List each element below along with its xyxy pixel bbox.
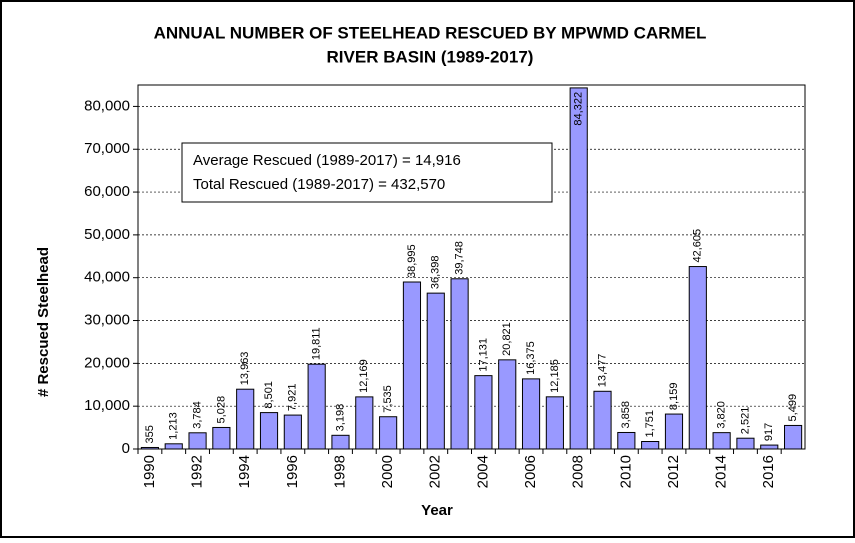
bar [236, 388, 255, 450]
bar [164, 443, 183, 450]
chart-title: RIVER BASIN (1989-2017) [327, 47, 534, 66]
annotation-box [181, 142, 553, 203]
bar [402, 281, 422, 450]
data-label: 36,398 [430, 255, 442, 289]
data-label: 3,198 [334, 404, 346, 432]
x-tick-label: 2010 [617, 455, 634, 488]
data-label: 3,784 [191, 401, 203, 429]
data-label: 13,963 [239, 352, 251, 386]
bar [379, 416, 398, 450]
x-tick-label: 2004 [474, 455, 491, 488]
data-label: 8,159 [668, 383, 680, 411]
data-label: 84,322 [573, 92, 585, 126]
data-label: 16,375 [525, 341, 537, 375]
y-tick-label: 0 [122, 440, 130, 457]
bar [283, 414, 302, 450]
x-tick-label: 2008 [570, 455, 587, 488]
y-tick-label: 50,000 [84, 226, 130, 243]
bar [593, 390, 612, 450]
bar [355, 396, 374, 450]
data-label: 12,169 [358, 359, 370, 393]
data-label: 13,477 [596, 354, 608, 388]
data-label: 1,751 [644, 410, 656, 438]
y-axis-label: # Rescued Steelhead [35, 247, 52, 397]
bar [664, 413, 684, 450]
x-tick-label: 1992 [189, 455, 206, 488]
bar [259, 412, 279, 450]
data-label: 3,858 [620, 401, 632, 429]
data-label: 8,501 [263, 381, 275, 409]
x-tick-label: 1998 [331, 455, 348, 488]
data-label: 39,748 [453, 241, 465, 275]
bar [569, 87, 588, 450]
bar [307, 363, 326, 450]
bar [760, 444, 779, 450]
annotation: Average Rescued (1989-2017) = 14,916 [193, 152, 461, 169]
data-label: 19,811 [311, 327, 323, 360]
x-tick-label: 1994 [236, 455, 253, 488]
chart-title: ANNUAL NUMBER OF STEELHEAD RESCUED BY MP… [154, 23, 707, 42]
bar [712, 432, 731, 450]
bar [450, 278, 469, 450]
data-label: 7,535 [382, 385, 394, 413]
y-tick-label: 30,000 [84, 311, 130, 328]
bar [736, 437, 755, 450]
data-label: 7,921 [287, 384, 299, 412]
data-label: 1,213 [168, 412, 180, 440]
bar [521, 378, 541, 450]
bar [641, 441, 660, 450]
x-tick-label: 2016 [760, 455, 777, 488]
bar [688, 266, 707, 450]
bar [140, 446, 159, 450]
y-tick-label: 80,000 [84, 97, 130, 114]
data-label: 917 [763, 423, 775, 441]
x-tick-label: 2006 [522, 455, 539, 488]
x-tick-label: 2014 [713, 455, 730, 488]
y-tick-label: 60,000 [84, 183, 130, 200]
data-label: 42,605 [692, 229, 704, 263]
bar [474, 375, 493, 450]
bar [188, 432, 207, 450]
x-tick-label: 2002 [427, 455, 444, 488]
bar [784, 424, 803, 450]
data-label: 355 [144, 425, 156, 443]
y-tick-label: 20,000 [84, 354, 130, 371]
data-label: 38,995 [406, 244, 418, 278]
x-tick-label: 1990 [141, 455, 158, 488]
bar [617, 431, 636, 450]
bar [545, 396, 564, 450]
y-tick-label: 10,000 [84, 397, 130, 414]
bar [498, 359, 517, 450]
bar [426, 292, 445, 450]
data-label: 3,820 [716, 401, 728, 429]
data-label: 17,131 [477, 338, 489, 372]
annotation: Total Rescued (1989-2017) = 432,570 [193, 176, 445, 193]
bar [212, 426, 231, 450]
y-tick-label: 40,000 [84, 269, 130, 286]
bar [331, 434, 350, 450]
data-label: 5,499 [787, 394, 799, 422]
data-label: 20,821 [501, 322, 513, 356]
x-tick-label: 1996 [284, 455, 301, 488]
x-tick-label: 2012 [665, 455, 682, 488]
data-label: 2,521 [739, 407, 751, 435]
data-label: 12,185 [549, 359, 561, 393]
data-label: 5,028 [215, 396, 227, 424]
y-tick-label: 70,000 [84, 140, 130, 157]
x-axis-label: Year [421, 502, 453, 519]
x-tick-label: 2000 [379, 455, 396, 488]
